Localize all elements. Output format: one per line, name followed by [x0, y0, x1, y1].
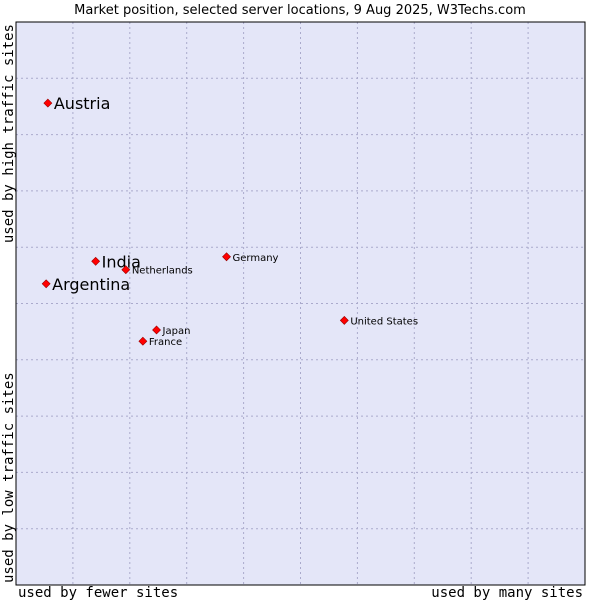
point-label-germany: Germany	[233, 253, 279, 264]
data-point-japan[interactable]: Japan	[152, 325, 191, 337]
data-point-india[interactable]: India	[91, 252, 141, 271]
point-label-india: India	[102, 252, 141, 271]
data-point-netherlands[interactable]: Netherlands	[121, 265, 193, 277]
point-label-netherlands: Netherlands	[132, 266, 193, 277]
plot-border	[15, 21, 586, 586]
data-point-austria[interactable]: Austria	[43, 94, 111, 113]
chart-title: Market position, selected server locatio…	[74, 3, 526, 18]
marker-united-states	[339, 315, 349, 325]
marker-france	[138, 336, 148, 346]
point-label-japan: Japan	[162, 326, 191, 337]
x-axis-label-left: used by fewer sites	[18, 585, 178, 600]
marker-netherlands	[121, 265, 131, 275]
marker-india	[91, 256, 101, 266]
marker-japan	[152, 325, 161, 335]
point-label-argentina: Argentina	[52, 275, 130, 294]
grid	[16, 22, 585, 585]
point-label-austria: Austria	[54, 94, 111, 113]
y-axis-label-top: used by high traffic sites	[1, 24, 17, 243]
point-label-united-states: United States	[350, 316, 418, 327]
marker-germany	[222, 252, 231, 262]
data-point-united-states[interactable]: United States	[339, 315, 418, 327]
data-point-germany[interactable]: Germany	[222, 252, 279, 264]
marker-austria	[43, 98, 53, 108]
data-point-argentina[interactable]: Argentina	[41, 275, 130, 294]
x-axis-label-right: used by many sites	[431, 585, 583, 600]
marker-argentina	[41, 279, 51, 289]
data-point-france[interactable]: France	[138, 336, 182, 348]
y-axis-label-bottom: used by low traffic sites	[1, 372, 17, 583]
point-label-france: France	[149, 337, 182, 348]
